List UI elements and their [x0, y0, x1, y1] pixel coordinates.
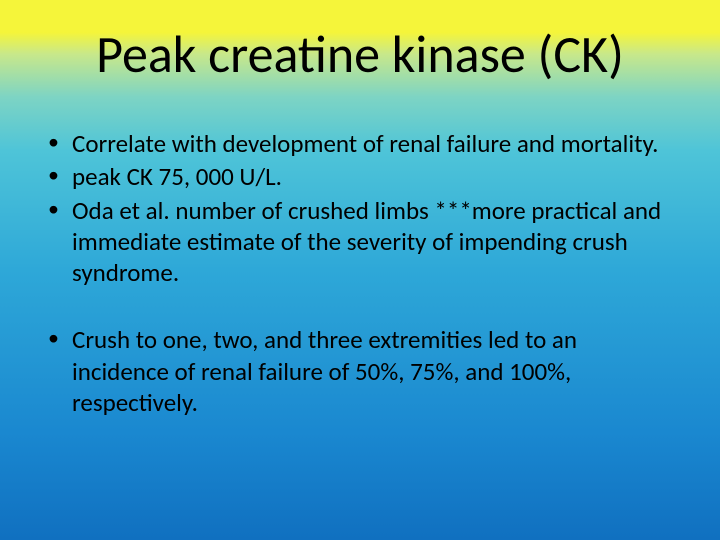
slide: Peak creatine kinase (CK) Correlate with…	[0, 0, 720, 540]
spacer	[42, 290, 678, 324]
list-item: Crush to one, two, and three extremities…	[42, 324, 678, 418]
list-item: Correlate with development of renal fail…	[42, 128, 678, 159]
slide-content: Correlate with development of renal fail…	[34, 128, 686, 418]
list-item: peak CK 75, 000 U/L.	[42, 161, 678, 192]
slide-title: Peak creatine kinase (CK)	[34, 22, 686, 86]
bullet-list-2: Crush to one, two, and three extremities…	[42, 324, 678, 418]
bullet-list-1: Correlate with development of renal fail…	[42, 128, 678, 288]
list-item: Oda et al. number of crushed limbs ***mo…	[42, 195, 678, 289]
